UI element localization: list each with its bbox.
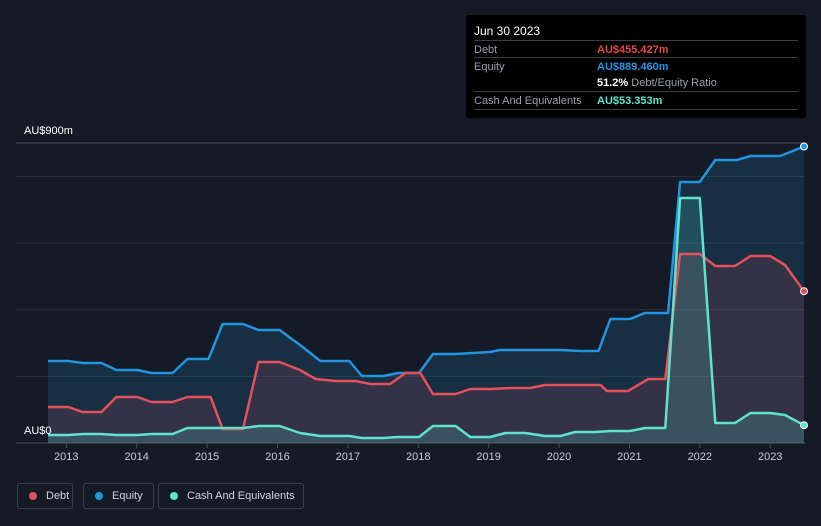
tooltip-ratio: 51.2% Debt/Equity Ratio xyxy=(597,77,717,89)
x-tick-label: 2016 xyxy=(265,451,290,463)
legend-equity-label: Equity xyxy=(112,490,143,502)
cash-dot-icon xyxy=(170,492,178,500)
x-tick-label: 2017 xyxy=(335,451,361,463)
x-tick-label: 2021 xyxy=(617,451,642,463)
legend-cash[interactable]: Cash And Equivalents xyxy=(158,483,304,509)
y-axis-top-label: AU$900m xyxy=(24,125,73,137)
x-tick-label: 2013 xyxy=(54,451,79,463)
tooltip-ratio-label: Debt/Equity Ratio xyxy=(631,77,717,89)
tooltip-cash-label: Cash And Equivalents xyxy=(474,95,582,107)
debt-endpoint[interactable] xyxy=(800,287,808,296)
tooltip-debt-row: Debt AU$455.427m xyxy=(474,40,798,58)
tooltip-equity-row: Equity AU$889.460m xyxy=(474,57,798,75)
x-tick-label: 2019 xyxy=(476,451,501,463)
equity-dot-icon xyxy=(95,492,103,500)
tooltip-cash-row: Cash And Equivalents AU$53.353m xyxy=(474,91,798,109)
tooltip-date: Jun 30 2023 xyxy=(474,24,541,38)
equity-area xyxy=(48,146,804,443)
legend-equity[interactable]: Equity xyxy=(83,483,154,509)
tooltip-divider xyxy=(474,109,798,110)
debt-area xyxy=(48,254,804,443)
legend-debt[interactable]: Debt xyxy=(17,483,73,509)
tooltip-debt-label: Debt xyxy=(474,44,498,56)
cash-and-equivalents-endpoint[interactable] xyxy=(800,421,808,430)
x-tick-label: 2015 xyxy=(194,451,220,463)
y-axis-bottom-label: AU$0 xyxy=(24,425,52,437)
tooltip: Jun 30 2023 Debt AU$455.427m Equity AU$8… xyxy=(466,15,806,118)
x-tick-label: 2022 xyxy=(687,451,713,463)
tooltip-debt-value: AU$455.427m xyxy=(597,44,669,56)
debt-dot-icon xyxy=(29,492,37,500)
debt-line xyxy=(48,252,806,431)
legend-debt-label: Debt xyxy=(46,490,70,502)
x-tick-label: 2014 xyxy=(124,451,149,463)
x-tick-label: 2018 xyxy=(406,451,431,463)
x-tick-label: 2023 xyxy=(757,451,783,463)
x-tick-label: 2020 xyxy=(546,451,572,463)
tooltip-cash-value: AU$53.353m xyxy=(597,95,663,107)
tooltip-equity-value: AU$889.460m xyxy=(597,61,669,73)
cash-and-equivalents-line xyxy=(48,196,805,440)
tooltip-ratio-value: 51.2% xyxy=(597,77,629,89)
equity-line xyxy=(48,145,805,378)
legend-cash-label: Cash And Equivalents xyxy=(187,490,295,502)
tooltip-equity-label: Equity xyxy=(474,61,505,73)
equity-endpoint[interactable] xyxy=(800,142,808,151)
